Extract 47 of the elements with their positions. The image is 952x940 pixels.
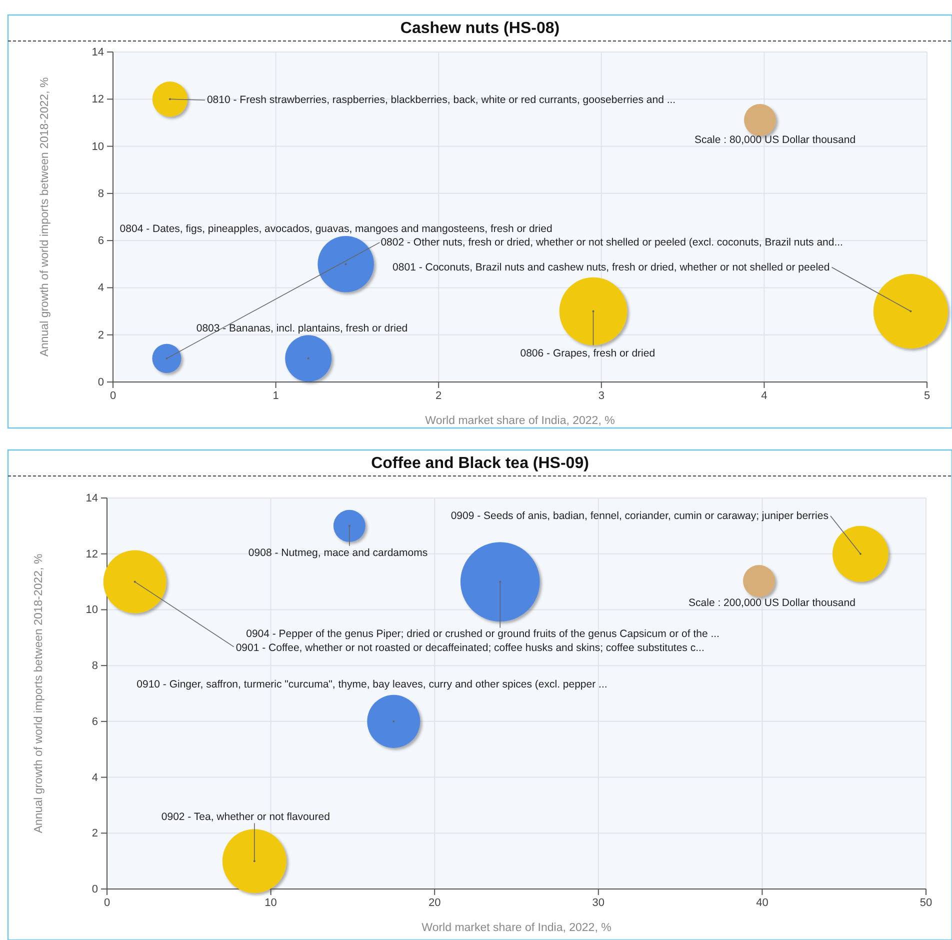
x-tick-label: 3 — [598, 390, 604, 402]
annotation: 0806 - Grapes, fresh or dried — [520, 347, 656, 360]
annotation: 0910 - Ginger, saffron, turmeric "curcuma", thyme, bay leaves, curry and other spices (excl. pepper ... — [136, 678, 608, 690]
legend-label: Scale : 200,000 US Dollar thousand — [688, 597, 856, 609]
annotation: 0901 - Coffee, whether or not roasted or decaffeinated; coffee husks and skins; coffee substitutes c... — [236, 642, 704, 654]
annotation: 0802 - Other nuts, fresh or dried, whether or not shelled or peeled (excl. coconuts, Brazil nuts and... — [380, 236, 843, 248]
y-tick-label: 8 — [92, 660, 98, 672]
annotation: 0804 - Dates, figs, pineapples, avocados, guavas, mangoes and mangosteens, fresh or dried — [120, 223, 552, 236]
x-tick-label: 20 — [428, 896, 441, 909]
y-tick-label: 12 — [92, 94, 104, 106]
y-tick-label: 2 — [92, 828, 98, 840]
y-tick-label: 14 — [92, 46, 104, 59]
y-tick-label: 10 — [86, 604, 98, 616]
y-axis-title: Annual growth of world imports between 2018-2022, % — [33, 554, 45, 834]
x-tick-label: 1 — [272, 390, 279, 402]
annotation: 0904 - Pepper of the genus Piper; dried or crushed or ground fruits of the genus Capsicum or of the ... — [246, 628, 720, 640]
chart-title: Cashew nuts (HS-08) — [400, 20, 560, 37]
x-tick-label: 50 — [920, 896, 932, 909]
x-axis-title: World market share of India, 2022, % — [422, 922, 612, 934]
chart-title: Coffee and Black tea (HS-09) — [371, 455, 589, 472]
x-tick-label: 5 — [924, 390, 930, 402]
annotation: 0902 - Tea, whether or not flavoured — [161, 811, 330, 824]
x-tick-label: 4 — [761, 390, 768, 402]
y-tick-label: 14 — [86, 492, 98, 505]
y-tick-label: 4 — [98, 282, 104, 294]
annotation: 0909 - Seeds of anis, badian, fennel, coriander, cumin or caraway; juniper berries — [450, 510, 828, 522]
y-tick-label: 6 — [98, 235, 104, 248]
x-tick-label: 30 — [592, 896, 605, 909]
x-tick-label: 0 — [110, 390, 116, 402]
y-tick-label: 2 — [98, 329, 104, 342]
annotation: 0801 - Coconuts, Brazil nuts and cashew nuts, fresh or dried, whether or not shelled or peeled — [392, 261, 830, 274]
x-tick-label: 40 — [756, 896, 768, 909]
annotation: 0810 - Fresh strawberries, raspberries, blackberries, back, white or red currants, gooseberries and ... — [206, 94, 676, 106]
y-tick-label: 0 — [98, 376, 104, 389]
legend-label: Scale : 80,000 US Dollar thousand — [694, 134, 856, 146]
annotation: 0803 - Bananas, incl. plantains, fresh or dried — [196, 322, 408, 334]
y-tick-label: 8 — [98, 188, 104, 200]
y-tick-label: 6 — [92, 716, 98, 728]
x-tick-label: 10 — [264, 896, 277, 909]
annotation: 0908 - Nutmeg, mace and cardamoms — [248, 546, 428, 559]
x-tick-label: 2 — [436, 390, 442, 402]
y-axis-title: Annual growth of world imports between 2018-2022, % — [39, 77, 51, 357]
y-tick-label: 12 — [86, 548, 98, 560]
y-tick-label: 0 — [92, 884, 98, 896]
x-axis-title: World market share of India, 2022, % — [425, 415, 615, 427]
y-tick-label: 10 — [92, 140, 104, 153]
y-tick-label: 4 — [92, 772, 98, 784]
